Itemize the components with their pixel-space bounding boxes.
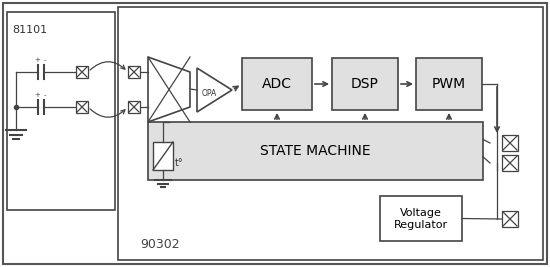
Text: STATE MACHINE: STATE MACHINE (260, 144, 371, 158)
Bar (76, 66, 88, 78)
Text: t°: t° (175, 158, 184, 168)
Text: Voltage: Voltage (400, 209, 442, 218)
Bar (380, 196, 462, 241)
Text: -: - (44, 92, 46, 98)
Text: -: - (44, 57, 46, 63)
Bar (128, 101, 140, 113)
Bar (128, 66, 140, 78)
Polygon shape (197, 68, 232, 112)
Bar (7, 12, 115, 210)
Bar (416, 58, 482, 110)
Text: OPA: OPA (201, 88, 217, 97)
Text: Regulator: Regulator (394, 221, 448, 230)
Text: +: + (34, 57, 40, 63)
Text: 90302: 90302 (140, 238, 180, 251)
Text: DSP: DSP (351, 77, 379, 91)
Bar (118, 7, 543, 260)
Bar (76, 101, 88, 113)
Bar (148, 122, 483, 180)
Text: ADC: ADC (262, 77, 292, 91)
Bar (502, 135, 518, 151)
Bar (153, 142, 173, 170)
Bar (502, 155, 518, 171)
Bar (502, 211, 518, 227)
Text: PWM: PWM (432, 77, 466, 91)
Bar (242, 58, 312, 110)
Polygon shape (148, 57, 190, 122)
Text: +: + (34, 92, 40, 98)
Text: 81101: 81101 (12, 25, 47, 35)
Bar (332, 58, 398, 110)
